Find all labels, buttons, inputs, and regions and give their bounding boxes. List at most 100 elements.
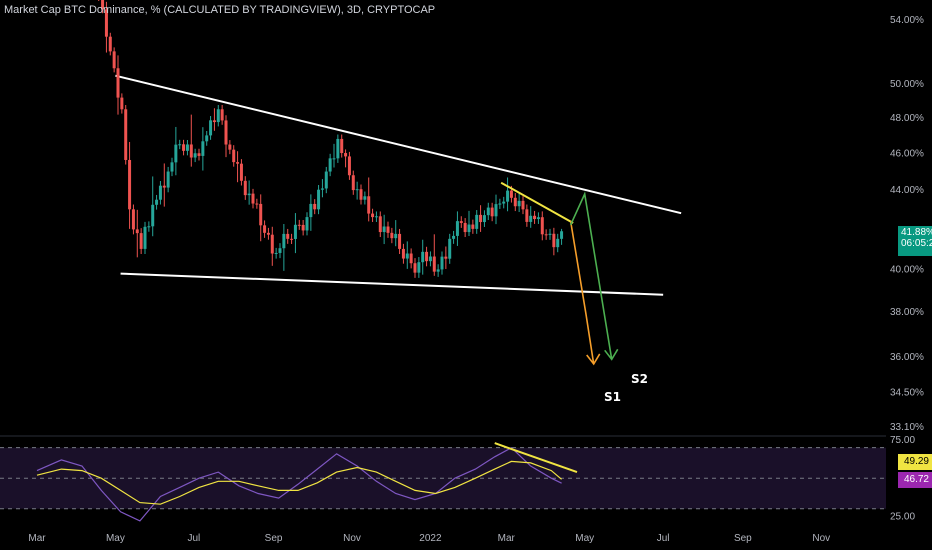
candle-body	[317, 189, 321, 210]
candle-body	[193, 153, 197, 158]
candle-body	[409, 253, 413, 264]
chart-title: Market Cap BTC Dominance, % (CALCULATED …	[4, 4, 436, 16]
x-tick-label: Sep	[734, 533, 752, 544]
candle-body	[290, 238, 294, 240]
candle-body	[398, 233, 402, 249]
trendline-upper	[115, 74, 682, 215]
candle-body	[305, 217, 309, 231]
candle-body	[529, 215, 533, 222]
candle-body	[293, 224, 297, 239]
candle-body	[155, 199, 159, 205]
rsi-y-tick-label: 75.00	[890, 435, 915, 446]
candle-body	[448, 238, 452, 259]
candle-body	[185, 144, 189, 151]
candle-body	[243, 180, 247, 196]
candle-body	[502, 201, 506, 204]
rsi-panel	[0, 442, 886, 522]
y-tick-label: 40.00%	[890, 264, 924, 275]
candle-body	[444, 256, 448, 259]
candle-body	[224, 120, 228, 145]
candle-body	[108, 36, 112, 52]
wedge-top-line	[500, 181, 574, 224]
candle-body	[479, 214, 483, 223]
candle-body	[548, 233, 552, 235]
candle-body	[278, 248, 282, 253]
candle-body	[120, 97, 124, 110]
x-tick-label: Mar	[498, 533, 516, 544]
candle-body	[506, 190, 510, 202]
s2-label: S2	[631, 372, 648, 386]
candle-body	[158, 185, 162, 200]
candle-body	[533, 215, 537, 220]
rsi-value-badge: 46.72	[898, 472, 932, 488]
y-tick-label: 54.00%	[890, 15, 924, 26]
candle-body	[440, 256, 444, 270]
candle-body	[247, 193, 251, 196]
price-value: 41.88%	[901, 227, 932, 238]
candle-body	[209, 120, 213, 136]
projection-s2	[569, 191, 613, 360]
candle-body	[135, 229, 139, 234]
candle-body	[301, 224, 305, 231]
candle-body	[459, 221, 463, 223]
candle-body	[494, 204, 498, 217]
rsi-wedge-line	[494, 442, 578, 474]
y-tick-label: 48.00%	[890, 113, 924, 124]
x-tick-label: Jul	[187, 533, 200, 544]
candle-body	[351, 175, 355, 191]
trendlines[interactable]	[115, 74, 682, 296]
candle-body	[521, 200, 525, 210]
x-tick-label: May	[575, 533, 594, 544]
candle-body	[544, 234, 548, 236]
candle-body	[182, 144, 186, 151]
candle-body	[371, 213, 375, 218]
candle-body	[475, 214, 479, 229]
candle-body	[174, 144, 178, 163]
candle-body	[405, 253, 409, 259]
price-badge: 41.88% 06:05:29	[898, 226, 932, 256]
candle-body	[313, 203, 317, 210]
candle-body	[482, 215, 486, 223]
candle-body	[320, 188, 324, 190]
candle-body	[220, 109, 224, 121]
projections[interactable]	[569, 191, 619, 366]
candle-body	[509, 190, 513, 198]
candle-body	[255, 203, 259, 205]
candle-body	[367, 196, 371, 214]
candle-body	[236, 162, 240, 164]
candle-body	[112, 51, 116, 69]
trendline-lower	[120, 272, 664, 296]
candle-body	[344, 153, 348, 157]
candle-body	[324, 171, 328, 189]
y-tick-label: 50.00%	[890, 79, 924, 90]
candle-body	[452, 235, 456, 239]
y-tick-label: 33.10%	[890, 422, 924, 433]
x-tick-label: 2022	[419, 533, 442, 544]
rsi-ma-badge: 49.29	[898, 454, 932, 470]
candle-body	[552, 233, 556, 248]
candle-body	[467, 224, 471, 233]
candle-body	[417, 262, 421, 273]
candle-body	[498, 203, 502, 205]
candle-body	[189, 144, 193, 158]
candle-body	[413, 263, 417, 273]
candle-body	[525, 209, 529, 222]
candle-body	[463, 222, 467, 233]
candle-body	[540, 217, 544, 235]
candle-body	[309, 203, 313, 218]
wedge-line[interactable]	[500, 181, 574, 224]
candle-body	[355, 189, 359, 191]
rsi-ma-line	[36, 460, 562, 505]
candle-body	[124, 109, 128, 160]
y-tick-label: 46.00%	[890, 148, 924, 159]
candle-body	[101, 0, 105, 10]
candle-body	[556, 238, 560, 248]
candle-body	[251, 193, 255, 204]
candle-body	[374, 216, 378, 218]
y-tick-label: 36.00%	[890, 352, 924, 363]
candle-body	[139, 233, 143, 249]
candle-body	[259, 203, 263, 226]
candles	[98, 0, 564, 278]
